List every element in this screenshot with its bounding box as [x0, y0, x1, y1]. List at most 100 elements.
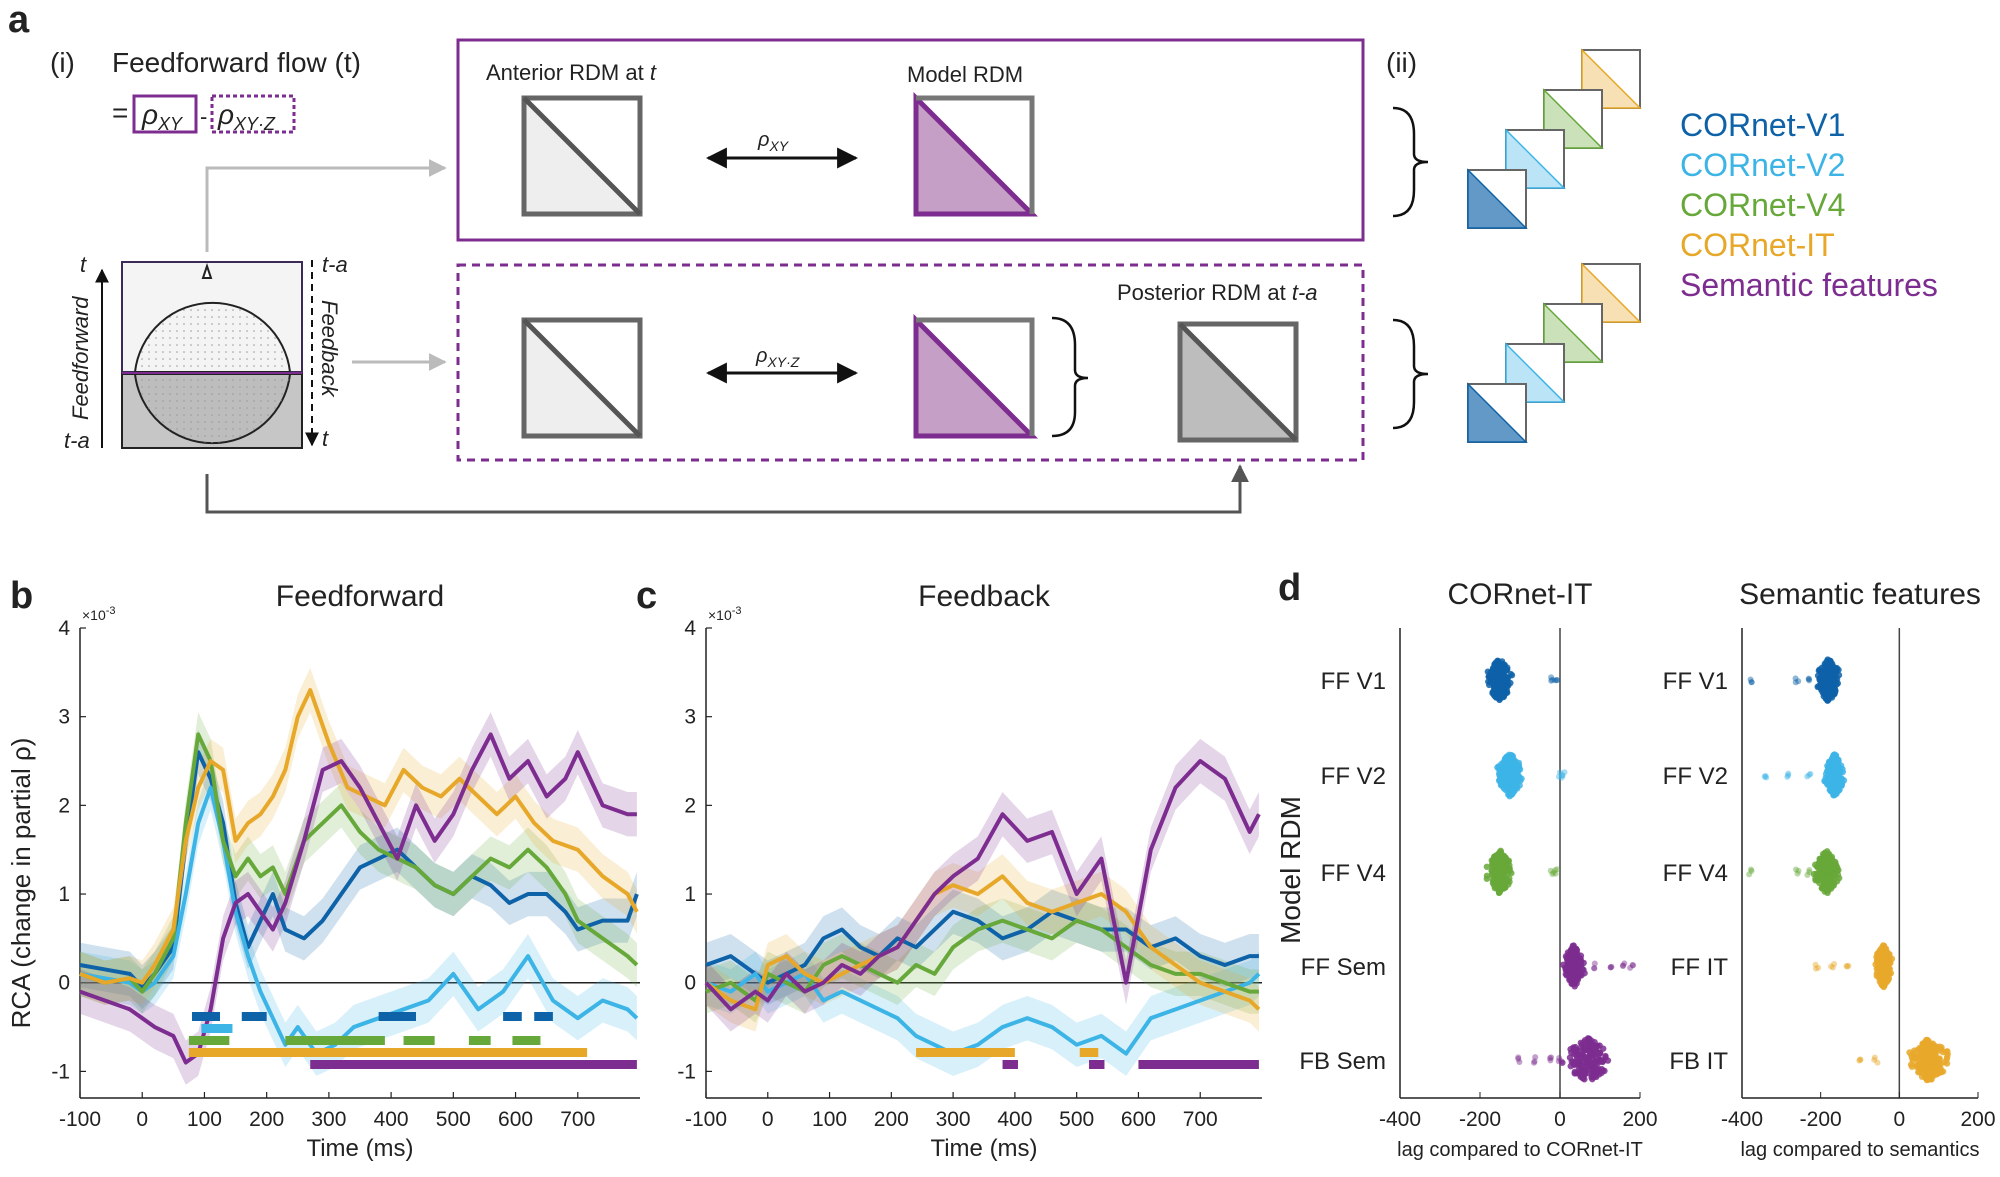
lag-dot-outlier [1515, 1054, 1522, 1061]
lag-dot [1490, 688, 1497, 696]
head-to-posterior-arrow [205, 464, 1249, 514]
lag-dot [1485, 678, 1492, 685]
lag-dot-outlier [1559, 772, 1566, 779]
minus-sign: - [200, 104, 207, 129]
lag-dot-outlier [1747, 866, 1754, 873]
lag-dot [1589, 1060, 1596, 1068]
legend: CORnet-V1 CORnet-V2 CORnet-V4 CORnet-IT Sema… [1680, 107, 1938, 303]
y-tick-label: -1 [51, 1060, 70, 1083]
rho-xy-symbol: ρXY [141, 99, 184, 134]
significance-bar-cornet-v1 [241, 1012, 267, 1021]
lag-dot [1818, 686, 1825, 693]
x-tick-label: 400 [997, 1108, 1032, 1131]
lag-dot [1877, 965, 1884, 972]
lag-dot [1502, 884, 1509, 891]
lag-dot-outlier [1762, 772, 1769, 779]
significance-bar-cornet-v4 [403, 1036, 435, 1045]
lag-dot-outlier [1548, 1054, 1555, 1061]
lag-dot [1493, 854, 1500, 862]
y-axis-label-b: RCA (change in partial ρ) [6, 738, 36, 1029]
lag-dot-outlier [1763, 774, 1770, 781]
x-tick-label: 700 [1183, 1108, 1218, 1131]
x-tick-label: -200 [1459, 1108, 1501, 1131]
row-label-ff-v4: FF V4 [1321, 860, 1386, 887]
lag-dot [1823, 658, 1830, 665]
y-tick-label: 2 [684, 794, 696, 817]
lag-dot [1498, 689, 1506, 697]
lag-dot [1591, 1067, 1598, 1075]
lag-dot [1908, 1054, 1916, 1062]
lag-dot [1580, 966, 1587, 973]
lag-dot [1503, 875, 1510, 882]
series-line-cornet-it [704, 874, 1261, 1012]
lag-dot [1509, 767, 1516, 775]
lag-dot [1922, 1059, 1929, 1066]
row-label-ff-v1: FF V1 [1321, 668, 1386, 695]
legend-item-cornet-v1: CORnet-V1 [1680, 107, 1845, 143]
x-tick-label: 200 [874, 1108, 909, 1131]
lag-dot-outlier [1812, 961, 1819, 968]
lag-dot-outlier [1559, 772, 1566, 779]
lag-dot-outlier [1558, 774, 1565, 781]
model-rdm-matrix-bottom [913, 313, 1039, 439]
lag-dot [1571, 1070, 1578, 1077]
lag-dot [1822, 680, 1829, 688]
lag-dot [1581, 1037, 1589, 1044]
row-label-ff-v2: FF V2 [1663, 763, 1728, 790]
lag-dot-outlier [1549, 871, 1556, 878]
lag-dot-outlier [1619, 962, 1626, 969]
model-rdm-label: Model RDM [907, 62, 1023, 87]
lag-dot [1579, 1050, 1586, 1058]
lag-dot-outlier [1607, 964, 1614, 971]
lag-dot [1875, 974, 1882, 981]
y-exponent-label-c: ×10-3 [708, 605, 742, 623]
lag-dot [1928, 1076, 1935, 1083]
feedforward-vertical-label: Feedforward [68, 296, 93, 420]
x-tick-label: 200 [1622, 1108, 1657, 1131]
significance-bar-cornet-v4 [468, 1036, 491, 1045]
lag-dot-outlier [1856, 1057, 1863, 1064]
lag-dot-outlier [1547, 867, 1554, 874]
significance-bar-cornet-v1 [503, 1012, 522, 1021]
top-right-brace [1392, 106, 1429, 218]
lag-dot-outlier [1807, 770, 1814, 777]
lag-dot [1810, 870, 1818, 878]
rho-xyz-symbol: ρXY·Z [217, 99, 276, 134]
lag-dot-outlier [1843, 962, 1850, 969]
series-band-cornet-v2 [706, 951, 1259, 1076]
chart-title-feedforward: Feedforward [276, 580, 444, 613]
x-tick-label: 100 [187, 1108, 222, 1131]
lag-dot-outlier [1874, 1059, 1881, 1066]
lag-dot [1821, 777, 1828, 785]
lag-dot-outlier [1746, 871, 1753, 878]
significance-bar-cornet-v4 [285, 1036, 385, 1045]
lag-dot [1492, 861, 1500, 869]
lag-dot-outlier [1871, 1054, 1878, 1061]
lag-dot [1495, 663, 1502, 671]
lag-dot [1821, 850, 1829, 858]
significance-bar-cornet-it [916, 1048, 1015, 1057]
lag-dot [1832, 860, 1839, 868]
lag-dot [1879, 950, 1887, 958]
lag-dot [1571, 946, 1578, 953]
y-tick-label: 1 [684, 883, 696, 906]
lag-dot [1588, 1051, 1595, 1059]
panel-d-lag-chart: d Model RDM CORnet-IT -400 -200 0 200 lag compa… [1275, 567, 1996, 1161]
lag-dot [1495, 695, 1502, 702]
lag-dot-outlier [1554, 676, 1561, 683]
lag-dot [1589, 1075, 1596, 1083]
row-dots-ff-v4 [1746, 848, 1843, 897]
head-t-left: t [80, 252, 87, 277]
lag-dot-outlier [1806, 869, 1813, 876]
lag-dot [1927, 1047, 1935, 1054]
lag-dot [1499, 669, 1507, 677]
lag-dot [1595, 1051, 1603, 1059]
lag-dot [1510, 784, 1517, 792]
x-tick-label: -100 [59, 1108, 101, 1131]
head-t-right: t [322, 426, 329, 451]
feedback-vertical-label: Feedback [317, 300, 342, 398]
lag-dot-outlier [1554, 866, 1561, 873]
row-dots-fb-it [1856, 1036, 1951, 1084]
legend-item-cornet-it: CORnet-IT [1680, 227, 1835, 263]
lag-dot-outlier [1784, 773, 1791, 780]
